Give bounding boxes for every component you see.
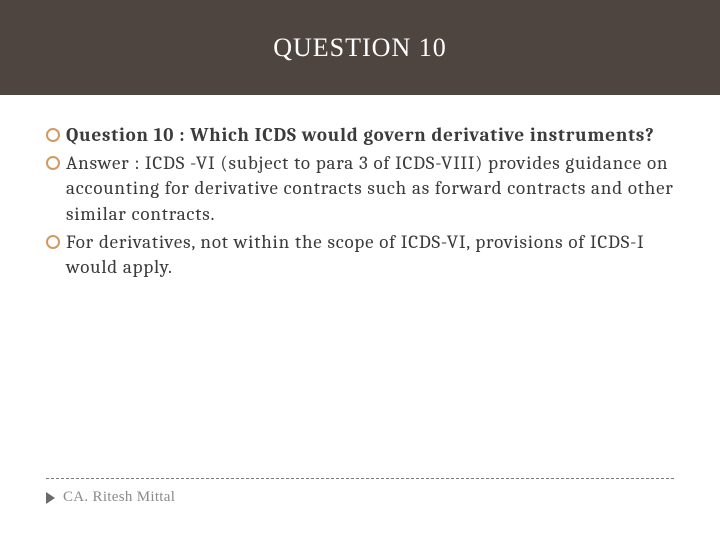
bullet-text: For derivatives, not within the scope of…	[66, 230, 674, 281]
footer-row: CA. Ritesh Mittal	[46, 489, 674, 506]
bullet-marker-icon	[46, 128, 60, 142]
slide-footer: CA. Ritesh Mittal	[46, 478, 674, 506]
slide-content: Question 10 : Which ICDS would govern de…	[0, 95, 720, 281]
play-icon	[46, 492, 55, 504]
bullet-item: Question 10 : Which ICDS would govern de…	[46, 123, 674, 149]
bullet-text: Question 10 : Which ICDS would govern de…	[66, 123, 654, 149]
slide-title: QUESTION 10	[273, 33, 447, 63]
bullet-item: For derivatives, not within the scope of…	[46, 230, 674, 281]
footer-divider	[46, 478, 674, 479]
bullet-text: Answer : ICDS -VI (subject to para 3 of …	[66, 151, 674, 228]
bullet-marker-icon	[46, 156, 60, 170]
bullet-marker-icon	[46, 235, 60, 249]
author-name: CA. Ritesh Mittal	[63, 489, 175, 506]
bullet-item: Answer : ICDS -VI (subject to para 3 of …	[46, 151, 674, 228]
slide-header: QUESTION 10	[0, 0, 720, 95]
